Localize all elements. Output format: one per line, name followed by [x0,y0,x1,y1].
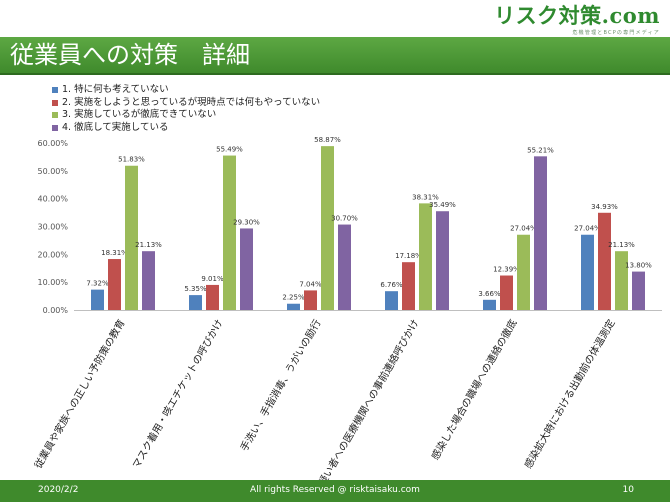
legend-swatch [52,99,58,106]
footer: 2020/2/2 All rights Reserved @ risktaisa… [0,480,670,502]
logo: リスク対策.com 危機管理とBCPの専門メディア [494,3,660,37]
legend-swatch [52,124,58,131]
bar [581,234,594,310]
bar [419,203,432,310]
bar [142,251,155,310]
data-label: 18.31% [101,249,128,257]
chart-legend: 1. 特に何も考えていない 2. 実施をしようと思っているが現時点では何もやって… [52,84,320,134]
bar [483,299,496,310]
legend-label: 1. 特に何も考えていない [62,84,169,95]
data-label: 27.04% [510,225,537,233]
y-tick-label: 40.00% [37,195,68,204]
data-label: 7.32% [86,280,109,288]
data-label: 2.25% [282,294,305,302]
bar [287,303,300,310]
bar [91,289,104,310]
data-label: 17.18% [395,252,422,260]
y-tick-label: 50.00% [37,167,68,176]
legend-label: 3. 実施しているが徹底できていない [62,109,217,120]
bar [615,251,628,310]
legend-item: 3. 実施しているが徹底できていない [52,109,320,122]
footer-copyright: All rights Reserved @ risktaisaku.com [250,485,420,495]
y-tick-label: 30.00% [37,223,68,232]
legend-label: 2. 実施をしようと思っているが現時点では何もやっていない [62,96,321,108]
bar [125,165,138,310]
bar-chart: 0.00% 10.00% 20.00% 30.00% 40.00% 50.00% 60.00… [31,136,662,480]
legend-swatch [52,87,58,94]
data-label: 55.21% [527,146,554,154]
bar [321,146,334,310]
y-tick-label: 60.00% [37,139,68,148]
bar [240,228,253,310]
bar [338,224,351,310]
data-label: 7.04% [299,280,322,288]
data-label: 38.31% [412,193,439,201]
y-tick-label: 20.00% [37,250,68,259]
logo-subtext: 危機管理とBCPの専門メディア [572,30,660,36]
legend-swatch [52,112,58,119]
data-label: 55.49% [216,146,243,154]
bar [632,271,645,310]
title-bar: 従業員への対策 詳細 [0,37,670,75]
legend-item: 2. 実施をしようと思っているが現時点では何もやっていない [52,97,320,110]
bar [189,295,202,310]
data-label: 29.30% [233,218,260,226]
data-label: 5.35% [184,285,207,293]
data-label: 13.80% [625,262,652,270]
data-label: 6.76% [380,281,403,289]
x-tick-label: マスク着用・咳エチケットの呼びかけ [129,317,225,471]
bar [385,291,398,310]
x-tick-label: 従業員や家族への正しい予防策の教育 [31,317,127,471]
footer-date: 2020/2/2 [38,485,79,495]
bar [436,211,449,310]
y-tick-label: 10.00% [37,278,68,287]
page-number: 10 [622,485,634,495]
x-tick-label: 手洗い、手指消毒、うがいの励行 [237,317,323,453]
data-label: 30.70% [331,215,358,223]
data-label: 58.87% [314,136,341,144]
data-label: 21.13% [135,241,162,249]
bar [500,275,513,310]
data-label: 35.49% [429,201,456,209]
data-label: 34.93% [591,203,618,211]
data-label: 3.66% [478,290,501,298]
legend-item: 1. 特に何も考えていない [52,84,320,97]
bar [223,155,236,310]
bar [108,259,121,310]
data-label: 9.01% [201,275,224,283]
data-label: 27.04% [574,225,601,233]
x-tick-label: 感染疑い者への医療機関への事前連絡呼びかけ [305,317,421,480]
legend-label: 4. 徹底して実施している [62,121,169,133]
bar [402,262,415,310]
bar [598,212,611,310]
x-tick-label: 感染した場合の職場への連絡の徹底 [428,317,519,462]
bar [304,290,317,310]
slide-title: 従業員への対策 詳細 [10,41,250,69]
bar [206,284,219,310]
legend-item: 4. 徹底して実施している [52,122,320,135]
x-tick-label: 感染拡大時における出勤前の体温測定 [521,317,617,471]
data-label: 21.13% [608,241,635,249]
y-tick-label: 0.00% [43,306,69,315]
data-label: 51.83% [118,156,145,164]
bar [534,156,547,310]
logo-text: リスク対策.com [494,3,660,28]
bar [517,234,530,310]
data-label: 12.39% [493,266,520,274]
